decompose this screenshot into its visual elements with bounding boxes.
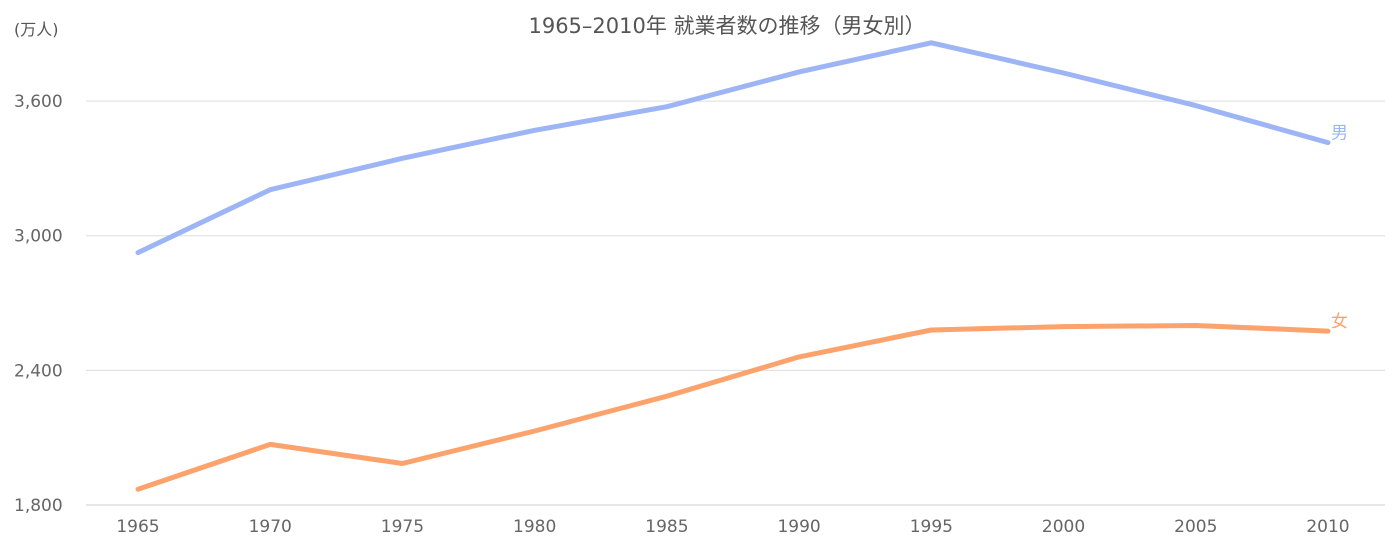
x-tick-label: 2000	[1042, 517, 1085, 537]
x-tick-label: 1965	[116, 517, 159, 537]
x-tick-label: 1980	[513, 517, 556, 537]
x-tick-label: 2005	[1174, 517, 1217, 537]
series-line	[135, 40, 1331, 256]
series-line	[135, 323, 1331, 492]
x-tick-label: 1990	[777, 517, 820, 537]
series-label: 女	[1331, 312, 1348, 332]
chart-title: 1965–2010年 就業者数の推移（男女別）	[528, 14, 925, 38]
y-axis-ticks: 1,800 2,400 3,000 3,600	[14, 92, 63, 516]
series-layer: 男女	[135, 40, 1348, 492]
x-tick-label: 1995	[910, 517, 953, 537]
x-tick-label: 1985	[645, 517, 688, 537]
y-tick-label: 2,400	[14, 361, 63, 381]
y-tick-label: 3,000	[14, 227, 63, 247]
y-tick-label: 1,800	[14, 496, 63, 516]
x-tick-label: 1975	[381, 517, 424, 537]
y-tick-label: 3,600	[14, 92, 63, 112]
y-axis-unit-label: (万人)	[14, 20, 59, 39]
x-tick-label: 2010	[1306, 517, 1349, 537]
series-label: 男	[1331, 124, 1348, 144]
x-tick-label: 1970	[249, 517, 292, 537]
x-axis-ticks: 1965 1970 1975 1980 1985 1990 1995 2000 2005 2010	[116, 517, 1349, 537]
